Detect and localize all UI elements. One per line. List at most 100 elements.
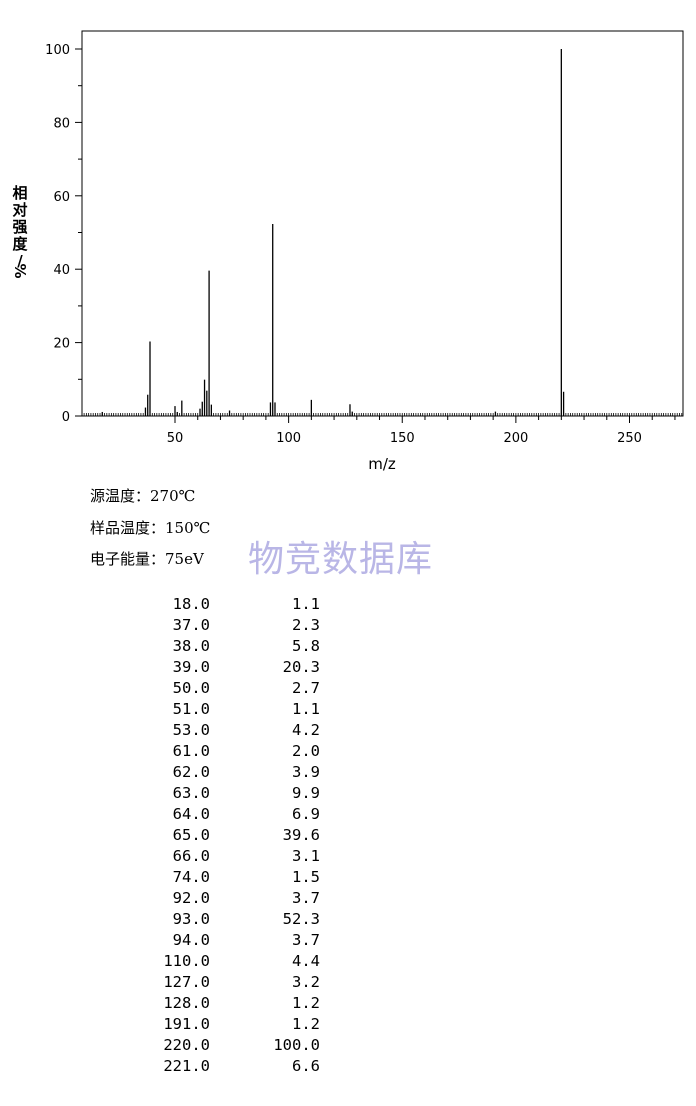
mz-cell: 66.0 — [172, 847, 210, 865]
table-row: 127.0 3.2 — [130, 972, 320, 993]
sample-temperature: 样品温度：150℃ — [90, 518, 211, 537]
peak-table: 18.0 1.1 37.0 2.3 38.0 5.8 39.0 20.3 50.0 2.7 51.0… — [130, 594, 320, 1077]
y-tick-label: 60 — [53, 190, 70, 205]
table-row: 128.0 1.2 — [130, 993, 320, 1014]
x-tick-label: 200 — [503, 431, 528, 446]
mz-cell: 18.0 — [172, 595, 210, 613]
plot-frame — [81, 30, 684, 417]
table-row: 110.0 4.4 — [130, 951, 320, 972]
mz-cell: 63.0 — [172, 784, 210, 802]
table-row: 50.0 2.7 — [130, 678, 320, 699]
mz-cell: 50.0 — [172, 679, 210, 697]
table-row: 37.0 2.3 — [130, 615, 320, 636]
mz-cell: 128.0 — [163, 994, 210, 1012]
y-tick-label: 80 — [53, 116, 70, 131]
abundance-cell: 1.2 — [292, 1015, 320, 1033]
abundance-cell: 39.6 — [282, 826, 320, 844]
mz-cell: 74.0 — [172, 868, 210, 886]
table-row: 18.0 1.1 — [130, 594, 320, 615]
mz-cell: 92.0 — [172, 889, 210, 907]
abundance-cell: 6.6 — [292, 1057, 320, 1075]
mz-cell: 220.0 — [163, 1036, 210, 1054]
table-row: 92.0 3.7 — [130, 888, 320, 909]
table-row: 62.0 3.9 — [130, 762, 320, 783]
y-tick-label: 40 — [53, 263, 70, 278]
source-temperature: 源温度：270℃ — [90, 487, 196, 505]
y-axis-label-char: % — [11, 263, 29, 278]
y-axis-label-char: 相 — [12, 184, 27, 202]
table-row: 53.0 4.2 — [130, 720, 320, 741]
abundance-cell: 1.5 — [292, 868, 320, 886]
y-axis-label-char: / — [17, 252, 23, 270]
y-axis-label-char: 对 — [12, 201, 27, 219]
abundance-cell: 1.1 — [292, 700, 320, 718]
mz-cell: 37.0 — [172, 616, 210, 634]
table-row: 94.0 3.7 — [130, 930, 320, 951]
mz-cell: 93.0 — [172, 910, 210, 928]
y-tick-label: 0 — [62, 410, 70, 425]
y-axis-label-char: 度 — [12, 235, 28, 253]
x-tick-label: 100 — [276, 431, 301, 446]
mz-cell: 65.0 — [172, 826, 210, 844]
x-tick-label: 50 — [167, 431, 184, 446]
mz-cell: 221.0 — [163, 1057, 210, 1075]
abundance-cell: 2.3 — [292, 616, 320, 634]
abundance-cell: 3.9 — [292, 763, 320, 781]
table-row: 64.0 6.9 — [130, 804, 320, 825]
abundance-cell: 100.0 — [273, 1036, 320, 1054]
abundance-cell: 2.7 — [292, 679, 320, 697]
mz-cell: 110.0 — [163, 952, 210, 970]
table-row: 65.0 39.6 — [130, 825, 320, 846]
peak-bars — [101, 49, 565, 416]
table-row: 39.0 20.3 — [130, 657, 320, 678]
table-row: 66.0 3.1 — [130, 846, 320, 867]
table-row: 221.0 6.6 — [130, 1056, 320, 1077]
abundance-cell: 3.7 — [292, 931, 320, 949]
table-row: 51.0 1.1 — [130, 699, 320, 720]
x-axis-label: m/z — [368, 455, 396, 473]
mz-cell: 39.0 — [172, 658, 210, 676]
mz-cell: 127.0 — [163, 973, 210, 991]
abundance-cell: 3.2 — [292, 973, 320, 991]
electron-energy: 电子能量：75eV — [90, 550, 204, 568]
table-row: 74.0 1.5 — [130, 867, 320, 888]
mz-cell: 64.0 — [172, 805, 210, 823]
table-row: 38.0 5.8 — [130, 636, 320, 657]
abundance-cell: 52.3 — [282, 910, 320, 928]
abundance-cell: 1.2 — [292, 994, 320, 1012]
mz-cell: 61.0 — [172, 742, 210, 760]
y-tick-label: 100 — [45, 43, 70, 58]
table-row: 191.0 1.2 — [130, 1014, 320, 1035]
mz-cell: 191.0 — [163, 1015, 210, 1033]
abundance-cell: 5.8 — [292, 637, 320, 655]
run-conditions: 源温度：270℃ 样品温度：150℃ 电子能量：75eV — [90, 481, 210, 576]
abundance-cell: 3.1 — [292, 847, 320, 865]
abundance-cell: 4.2 — [292, 721, 320, 739]
mz-cell: 62.0 — [172, 763, 210, 781]
x-tick-label: 250 — [617, 431, 642, 446]
mz-cell: 38.0 — [172, 637, 210, 655]
y-axis-label-char: 强 — [12, 218, 27, 236]
abundance-cell: 4.4 — [292, 952, 320, 970]
table-row: 63.0 9.9 — [130, 783, 320, 804]
abundance-cell: 6.9 — [292, 805, 320, 823]
abundance-cell: 9.9 — [292, 784, 320, 802]
abundance-cell: 20.3 — [282, 658, 320, 676]
watermark: 物竞数据库 — [248, 539, 434, 580]
baseline-minor-ticks — [83, 413, 683, 416]
mz-cell: 51.0 — [172, 700, 210, 718]
table-row: 61.0 2.0 — [130, 741, 320, 762]
mz-cell: 53.0 — [172, 721, 210, 739]
abundance-cell: 1.1 — [292, 595, 320, 613]
x-tick-label: 150 — [390, 431, 415, 446]
y-tick-label: 20 — [53, 337, 70, 352]
x-axis: 50 100 150 200 250 — [167, 416, 676, 446]
mz-cell: 94.0 — [172, 931, 210, 949]
table-row: 220.0 100.0 — [130, 1035, 320, 1056]
abundance-cell: 3.7 — [292, 889, 320, 907]
y-axis: 0 20 40 60 80 100 — [45, 43, 82, 425]
table-row: 93.0 52.3 — [130, 909, 320, 930]
abundance-cell: 2.0 — [292, 742, 320, 760]
